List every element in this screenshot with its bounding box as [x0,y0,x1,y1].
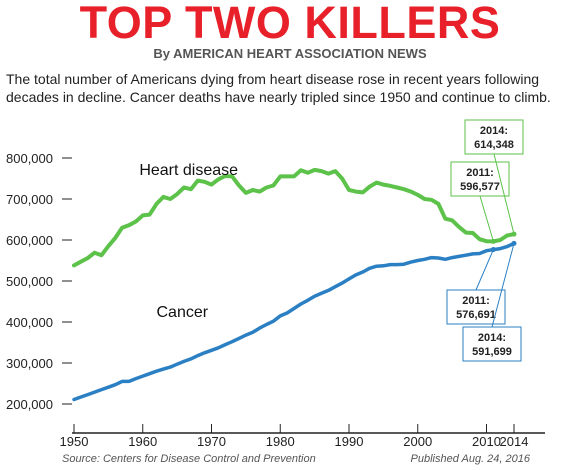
annotation-point [490,247,496,253]
annotation-value: 614,348 [474,139,514,151]
annotation-point [511,231,517,237]
chart-title: TOP TWO KILLERS [79,0,501,48]
annotation-year: 2014: [480,125,508,137]
annotation-year: 2014: [478,332,506,344]
annotations: 2011: 596,577 2014: 614,348 2011: 576,691 2014… [446,119,524,362]
y-tick-label: 700,000 [6,192,53,207]
annotation-value: 596,577 [460,181,500,193]
annotation-year: 2011: [462,295,490,307]
series-label-heart-disease: Heart disease [139,162,238,179]
byline: By AMERICAN HEART ASSOCIATION NEWS [153,46,427,61]
x-tick-label: 1970 [197,434,226,449]
published-date: Published Aug. 24, 2016 [410,453,530,465]
annotation-year: 2011: [466,167,494,179]
annotation-box [464,119,524,155]
series-line [72,241,516,402]
annotation-leader [479,195,494,242]
x-tick-label: 1950 [60,434,89,449]
annotation-box [462,326,522,362]
source-note: Source: Centers for Disease Control and … [62,453,316,465]
annotation-box [450,161,510,197]
axes: 200,000 300,000 400,000 500,000 600,000 700,0… [6,151,545,449]
series-layer: Heart disease Cancer [72,162,516,402]
x-tick-label: 1980 [266,434,295,449]
y-tick-label: 800,000 [6,151,53,166]
y-tick-label: 200,000 [6,397,53,412]
x-tick-label: 2014 [500,434,529,449]
y-tick-label: 500,000 [6,274,53,289]
annotation-leader [493,153,515,235]
x-tick-label: 1960 [128,434,157,449]
x-tick-label: 2000 [403,434,432,449]
annotation-leader [475,249,494,291]
intro-text: The total number of Americans dying from… [6,71,551,105]
annotation-leader [491,243,515,328]
x-tick-label: 1990 [335,434,364,449]
y-tick-label: 600,000 [6,233,53,248]
annotation-point [511,240,517,246]
annotation-value: 576,691 [456,309,496,321]
annotation-point [490,238,496,244]
annotation-value: 591,699 [472,346,512,358]
x-tick-label: 2010 [472,434,501,449]
annotation-box [446,289,506,325]
series-line [72,167,516,268]
y-tick-label: 300,000 [6,356,53,371]
y-tick-label: 400,000 [6,315,53,330]
series-label-cancer: Cancer [157,304,209,321]
